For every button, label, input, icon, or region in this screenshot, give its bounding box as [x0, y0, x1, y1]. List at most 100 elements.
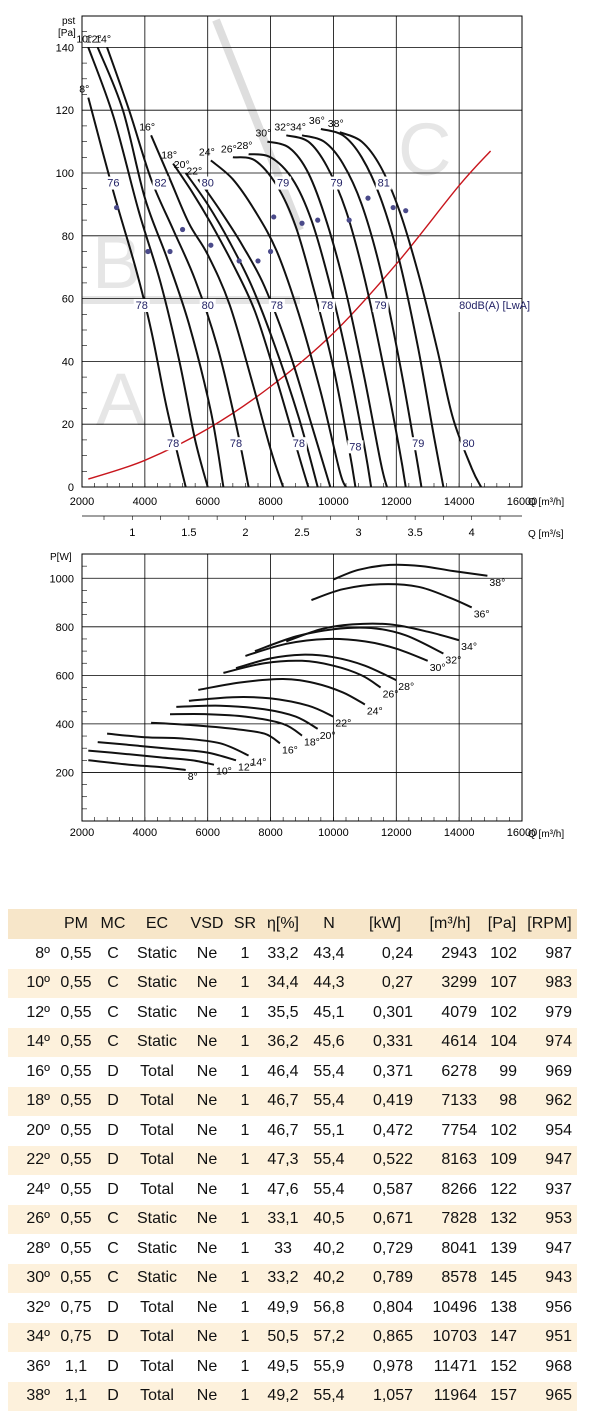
- fan-curve-label: 10°: [76, 33, 92, 45]
- table-cell: 104: [482, 1027, 522, 1057]
- table-header: PM MC EC VSD SR η[%] N [kW] [m³/h] [Pa] [RPM]: [8, 909, 577, 939]
- table-cell: 1: [230, 968, 260, 998]
- table-cell: Ne: [196, 1298, 218, 1316]
- table-cell: Total: [130, 1322, 184, 1352]
- column-header: [m³/h]: [418, 909, 482, 939]
- working-point: [403, 208, 409, 214]
- table-row: 24º 0,55 D Total Ne 1 47,6 55,4 0,587 8266 122 937: [8, 1175, 577, 1205]
- table-cell: 16º: [26, 1062, 50, 1080]
- table-cell: Ne: [196, 944, 218, 962]
- fan-curve-label: 20°: [174, 159, 190, 171]
- column-header: PM: [56, 909, 96, 939]
- table-cell: 1: [240, 1298, 250, 1316]
- table-cell: 987: [545, 944, 572, 962]
- y-tick-label: 60: [62, 294, 74, 306]
- fan-curve-10: [248, 153, 373, 488]
- table-cell: 947: [522, 1145, 577, 1175]
- table-row: 22º 0,55 D Total Ne 1 47,3 55,4 0,522 8163 109 947: [8, 1145, 577, 1175]
- table-cell: 8578: [418, 1263, 482, 1293]
- table-cell: 8º: [35, 944, 50, 962]
- x-tick-label: 4000: [133, 496, 157, 508]
- table-cell: 47,3: [260, 1145, 306, 1175]
- x2-axis-label: Q [m³/s]: [528, 529, 564, 540]
- x-tick-label: 12000: [381, 496, 412, 508]
- table-cell: 50,5: [260, 1322, 306, 1352]
- x2-tick-label: 2: [242, 527, 248, 539]
- power-curve-9: [223, 659, 382, 689]
- power-curve-1: [88, 749, 215, 766]
- table-cell: Total: [140, 1062, 174, 1080]
- table-cell: 969: [545, 1062, 572, 1080]
- fan-curve-label: 30°: [255, 128, 271, 140]
- table-row: 38º 1,1 D Total Ne 1 49,2 55,4 1,057 11964 157 965: [8, 1381, 577, 1411]
- table-cell: 0,75: [60, 1298, 92, 1316]
- table-cell: C: [96, 968, 130, 998]
- table-row: 20º 0,55 D Total Ne 1 46,7 55,1 0,472 7754 102 954: [8, 1116, 577, 1146]
- table-cell: 36,2: [260, 1027, 306, 1057]
- x-axis-label: Q [m³/h]: [528, 497, 564, 508]
- fan-curve-6: [184, 172, 319, 488]
- power-curve-label: 14°: [251, 756, 267, 768]
- power-curve-label: 24°: [367, 705, 383, 717]
- table-row: 12º 0,55 C Static Ne 1 35,5 45,1 0,301 4079 102 979: [8, 998, 577, 1028]
- sound-label-bg: [199, 299, 216, 313]
- table-cell: D: [107, 1121, 119, 1139]
- table-cell: Ne: [196, 1003, 218, 1021]
- table-cell: Static: [130, 1027, 184, 1057]
- power-curve-label: 12°: [238, 761, 254, 773]
- fan-curve-label: 14°: [95, 33, 111, 45]
- table-cell: Ne: [184, 968, 230, 998]
- fan-curve-label: 28°: [237, 140, 253, 152]
- sound-label-bg: [328, 176, 345, 190]
- sound-level-label: 80dB(A) [LwA]: [459, 300, 530, 312]
- working-point: [255, 258, 261, 264]
- table-cell: 40,5: [306, 1204, 352, 1234]
- table-cell: 44,3: [306, 968, 352, 998]
- table-cell: Total: [130, 1145, 184, 1175]
- power-curve-label: 28°: [398, 681, 414, 693]
- y-tick-label: 800: [56, 622, 74, 634]
- table-cell: 55,4: [313, 1180, 345, 1198]
- table-cell: C: [96, 1263, 130, 1293]
- table-cell: Ne: [184, 1381, 230, 1411]
- table-row: 18º 0,55 D Total Ne 1 46,7 55,4 0,419 7133 98 962: [8, 1086, 577, 1116]
- table-cell: 109: [482, 1145, 522, 1175]
- sound-label-bg: [319, 299, 336, 313]
- table-cell: 0,55: [56, 968, 96, 998]
- table-cell: D: [107, 1180, 119, 1198]
- sound-level-label: 78: [167, 438, 179, 450]
- y-tick-label: 400: [56, 719, 74, 731]
- table-cell: Static: [130, 1204, 184, 1234]
- sound-level-label: 82: [154, 178, 166, 190]
- plot-frame: [81, 553, 523, 822]
- column-header: MC: [96, 909, 130, 939]
- x-tick-label: 6000: [195, 496, 219, 508]
- x2-tick-label: 3: [356, 527, 362, 539]
- sound-label-bg: [375, 176, 392, 190]
- table-cell: 34º: [8, 1322, 56, 1352]
- column-header: VSD: [184, 909, 230, 939]
- y-axis-label-unit: [Pa]: [58, 28, 76, 39]
- table-cell: 0,55: [60, 1003, 92, 1021]
- sound-label-bg: [152, 176, 169, 190]
- fan-curve-7: [197, 178, 332, 488]
- watermark: CBA: [82, 18, 451, 441]
- table-cell: 57,2: [306, 1322, 352, 1352]
- power-curve-5: [169, 713, 303, 737]
- power-curve-label: 18°: [304, 737, 320, 749]
- table-cell: 132: [482, 1204, 522, 1234]
- column-header: [Pa]: [482, 909, 522, 939]
- table-cell: Total: [130, 1381, 184, 1411]
- y-axis-label: pst: [62, 16, 76, 27]
- table-cell: 0,75: [56, 1322, 96, 1352]
- y-tick-label: 600: [56, 670, 74, 682]
- table-cell: 99: [499, 1062, 517, 1080]
- table-cell: 45,6: [306, 1027, 352, 1057]
- sound-level-label: 79: [412, 438, 424, 450]
- sound-level-label: 78: [271, 300, 283, 312]
- table-cell: 7133: [418, 1086, 482, 1116]
- table-cell: 122: [490, 1180, 517, 1198]
- table-cell: 0,55: [60, 1180, 92, 1198]
- table-cell: Static: [136, 1003, 177, 1021]
- working-point: [113, 204, 120, 211]
